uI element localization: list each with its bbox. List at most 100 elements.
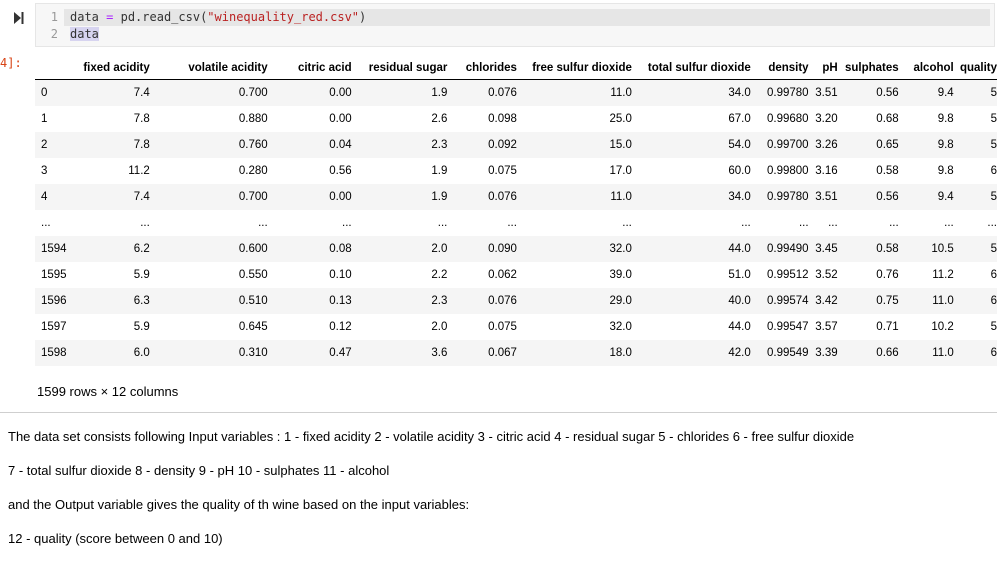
table-cell: 0.075 xyxy=(488,321,517,333)
table-cell: 5 xyxy=(953,79,997,106)
column-header: free sulfur dioxide xyxy=(516,57,632,80)
table-cell: 1.9 xyxy=(431,165,448,177)
table-cell: 0.58 xyxy=(876,165,899,177)
column-header: fixed acidity xyxy=(77,57,150,80)
table-cell: 40.0 xyxy=(631,288,751,314)
table-cell: 44.0 xyxy=(631,236,751,262)
table-cell: 44.0 xyxy=(728,321,751,333)
table-cell: 0.99547 xyxy=(767,321,809,333)
dataframe-shape-note: 1599 rows × 12 columns xyxy=(37,384,179,399)
header-row: fixed acidity volatile acidity citric acid… xyxy=(35,57,997,80)
table-cell: 3.6 xyxy=(351,340,448,366)
table-cell: 0.66 xyxy=(837,340,899,366)
markdown-paragraph: 7 - total sulfur dioxide 8 - density 9 -… xyxy=(8,463,390,478)
table-cell: 10.2 xyxy=(931,321,954,333)
table-cell: 6.3 xyxy=(77,288,150,314)
table-cell: 11.2 xyxy=(128,165,150,177)
table-cell: 2.3 xyxy=(351,132,448,158)
table-cell: 15.0 xyxy=(516,132,632,158)
table-cell: 0.04 xyxy=(267,132,352,158)
table-cell: 0.090 xyxy=(447,236,517,262)
table-cell: ... xyxy=(987,217,997,229)
table-cell: 0.098 xyxy=(488,113,517,125)
table-cell: ... xyxy=(798,217,809,229)
table-cell: ... xyxy=(944,217,954,229)
column-header: pH xyxy=(808,57,838,80)
table-cell: 2.6 xyxy=(431,113,448,125)
step-run-icon[interactable] xyxy=(14,12,24,24)
cell-divider xyxy=(0,412,997,413)
table-row: 2 7.8 0.760 0.04 2.3 0.092 15.0 54.0 0.99700 3.26… xyxy=(35,132,997,158)
table-cell: 42.0 xyxy=(631,340,751,366)
table-cell: 0.00 xyxy=(267,184,352,210)
table-cell: 0.68 xyxy=(876,113,899,125)
table-cell: 7.8 xyxy=(133,113,150,125)
table-cell: 9.8 xyxy=(937,165,954,177)
table-cell: 10.5 xyxy=(898,236,954,262)
table-cell: 3.16 xyxy=(815,165,838,177)
table-cell: 0.00 xyxy=(329,113,352,125)
table-cell: 0.99700 xyxy=(750,132,809,158)
table-row: 4 7.4 0.700 0.00 1.9 0.076 11.0 34.0 0.99780 3.51… xyxy=(35,184,997,210)
code-text: data = pd.read_csv("winequality_red.csv"… xyxy=(70,10,367,24)
row-index: 3 xyxy=(41,165,48,177)
table-cell: 0.56 xyxy=(837,184,899,210)
table-cell: 34.0 xyxy=(631,184,751,210)
line-number: 1 xyxy=(50,10,58,24)
column-header: sulphates xyxy=(837,57,899,80)
code-cell-editor[interactable]: 1 data = pd.read_csv("winequality_red.cs… xyxy=(35,3,995,47)
table-row: 1598 6.0 0.310 0.47 3.6 0.067 18.0 42.0 0.99549 3… xyxy=(35,340,997,366)
table-cell: 34.0 xyxy=(631,79,751,106)
table-row: 3 11.2 0.280 0.56 1.9 0.075 17.0 60.0 0.99800 3.1… xyxy=(35,158,997,184)
table-cell: 0.58 xyxy=(837,236,899,262)
line-number: 2 xyxy=(50,27,58,41)
table-cell: 5.9 xyxy=(133,321,150,333)
table-cell: 0.880 xyxy=(238,113,268,125)
table-cell: 11.0 xyxy=(898,340,954,366)
table-cell: 2.0 xyxy=(351,236,448,262)
table-cell: 0.08 xyxy=(267,236,352,262)
row-index: 1597 xyxy=(41,321,67,333)
markdown-paragraph: The data set consists following Input va… xyxy=(8,429,855,444)
table-cell: 0.600 xyxy=(149,236,268,262)
markdown-paragraph: 12 - quality (score between 0 and 10) xyxy=(8,531,223,546)
table-cell: 7.4 xyxy=(77,184,150,210)
table-cell: 39.0 xyxy=(609,269,632,281)
table-cell: 18.0 xyxy=(516,340,632,366)
table-cell: 0.76 xyxy=(876,269,899,281)
table-cell: 0.47 xyxy=(267,340,352,366)
table-cell: 1.9 xyxy=(351,184,448,210)
table-row: 1597 5.9 0.645 0.12 2.0 0.075 32.0 44.0 0.99547 3… xyxy=(35,314,997,340)
table-row: ....................................... xyxy=(35,210,997,236)
row-index: 1 xyxy=(41,113,48,125)
table-cell: 0.10 xyxy=(329,269,352,281)
table-cell: 11.0 xyxy=(516,184,632,210)
table-cell: 0.700 xyxy=(149,79,268,106)
active-line-highlight xyxy=(64,9,990,26)
table-cell: 3.42 xyxy=(808,288,838,314)
table-cell: 3.51 xyxy=(808,79,838,106)
table-cell: 2.3 xyxy=(351,288,448,314)
table-cell: 6.2 xyxy=(77,236,150,262)
table-cell: 0.00 xyxy=(267,79,352,106)
table-row: 0 7.4 0.700 0.00 1.9 0.076 11.0 34.0 0.99780 3.51… xyxy=(35,79,997,106)
table-cell: 0.076 xyxy=(447,184,517,210)
table-cell: ... xyxy=(889,217,899,229)
row-index: ... xyxy=(41,217,51,229)
table-cell: ... xyxy=(622,217,632,229)
table-cell: 0.13 xyxy=(267,288,352,314)
row-index: 4 xyxy=(35,184,78,210)
table-cell: 5 xyxy=(953,132,997,158)
column-header: residual sugar xyxy=(351,57,448,80)
table-cell: 51.0 xyxy=(728,269,751,281)
table-cell: ... xyxy=(258,217,268,229)
table-cell: 3.45 xyxy=(808,236,838,262)
table-cell: ... xyxy=(741,217,751,229)
table-cell: 0.75 xyxy=(837,288,899,314)
markdown-paragraph: and the Output variable gives the qualit… xyxy=(8,497,470,512)
table-cell: 0.71 xyxy=(876,321,899,333)
row-index: 1598 xyxy=(35,340,78,366)
table-cell: 0.99574 xyxy=(750,288,809,314)
table-cell: 6 xyxy=(953,288,997,314)
table-cell: 3.51 xyxy=(808,184,838,210)
